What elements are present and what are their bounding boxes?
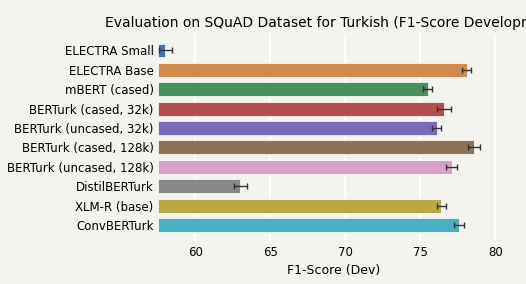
X-axis label: F1-Score (Dev): F1-Score (Dev)	[287, 264, 381, 277]
Bar	[158, 160, 452, 174]
Title: Evaluation on SQuAD Dataset for Turkish (F1-Score Development): Evaluation on SQuAD Dataset for Turkish …	[105, 16, 526, 30]
Bar	[158, 63, 467, 77]
Bar	[158, 199, 441, 213]
Bar	[158, 102, 444, 116]
Bar	[158, 121, 437, 135]
Bar	[158, 218, 459, 232]
Bar	[158, 179, 240, 193]
Bar	[158, 82, 428, 96]
Bar	[158, 141, 474, 154]
Bar	[158, 43, 165, 57]
